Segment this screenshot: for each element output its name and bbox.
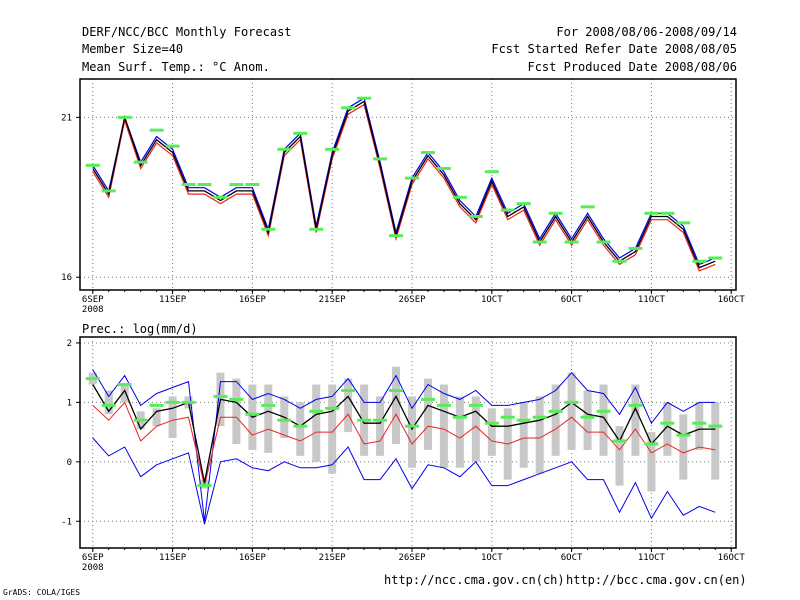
spread-bar	[471, 396, 480, 462]
x-tick-label: 11SEP	[159, 295, 187, 305]
y-tick-label: 0	[67, 458, 72, 468]
spread-bar	[695, 402, 704, 450]
plot-frame	[79, 336, 737, 549]
spread-bar	[599, 384, 608, 456]
spread-bar	[264, 384, 273, 453]
series-line-lower-extreme	[92, 437, 716, 525]
x-tick-label: 1OCT	[481, 295, 503, 305]
grads-credit: GrADS: COLA/IGES	[3, 588, 81, 597]
y-tick-label: 21	[61, 113, 72, 123]
spread-bar	[455, 396, 464, 468]
series-line-ensemble-mean	[92, 384, 716, 483]
spread-bar	[631, 384, 640, 456]
spread-bar	[615, 426, 624, 486]
spread-bar	[439, 384, 448, 468]
x-tick-label: 6OCT	[561, 553, 583, 563]
series-line-upper	[92, 97, 716, 266]
prec-chart-title: Prec.: log(mm/d)	[82, 322, 198, 336]
y-tick-label: -1	[61, 517, 72, 527]
spread-bar	[344, 378, 353, 433]
x-tick-sublabel: 2008	[82, 305, 104, 315]
spread-bar	[328, 384, 337, 474]
y-tick-label: 2	[67, 339, 72, 349]
x-tick-label: 11OCT	[638, 553, 666, 563]
x-tick-label: 16OCT	[718, 295, 746, 305]
spread-bar	[152, 408, 161, 427]
header-start-date: Fcst Started Refer Date 2008/08/05	[491, 42, 737, 56]
spread-bar	[711, 402, 720, 480]
spread-bar	[120, 384, 129, 403]
spread-bar	[679, 414, 688, 480]
url-english[interactable]: http://bcc.cma.gov.cn(en)	[566, 573, 747, 587]
x-tick-label: 1OCT	[481, 553, 503, 563]
x-tick-label: 16OCT	[718, 553, 746, 563]
series-line-ensemble-mean	[92, 100, 716, 269]
spread-bar	[535, 396, 544, 474]
spread-bar	[487, 408, 496, 456]
spread-bar	[663, 402, 672, 456]
spread-bar	[392, 366, 401, 444]
spread-bar	[647, 432, 656, 492]
x-tick-label: 6SEP	[82, 295, 104, 305]
x-tick-label: 11SEP	[159, 553, 187, 563]
spread-bar	[312, 384, 321, 462]
header-variable: Mean Surf. Temp.: °C Anom.	[82, 60, 270, 74]
spread-bar	[583, 390, 592, 450]
spread-bar	[104, 390, 113, 415]
header-member-size: Member Size=40	[82, 42, 184, 56]
series-line-lower	[92, 401, 716, 486]
x-tick-label: 26SEP	[398, 553, 426, 563]
spread-bar	[232, 378, 241, 444]
y-tick-label: 1	[67, 398, 72, 408]
spread-bar	[423, 378, 432, 450]
spread-bar	[168, 396, 177, 439]
spread-bar	[407, 396, 416, 468]
spread-bar	[551, 384, 560, 456]
x-tick-label: 6SEP	[82, 553, 104, 563]
spread-bar	[296, 402, 305, 456]
x-tick-label: 21SEP	[319, 295, 347, 305]
spread-bar	[519, 402, 528, 468]
x-tick-sublabel: 2008	[82, 563, 104, 573]
header-title: DERF/NCC/BCC Monthly Forecast	[82, 25, 292, 39]
x-tick-label: 11OCT	[638, 295, 666, 305]
spread-bar	[376, 396, 385, 456]
x-tick-label: 26SEP	[398, 295, 426, 305]
x-tick-label: 6OCT	[561, 295, 583, 305]
header-produced-date: Fcst Produced Date 2008/08/06	[527, 60, 737, 74]
y-tick-label: 16	[61, 273, 72, 283]
plot-frame	[79, 78, 737, 291]
header-period: For 2008/08/06-2008/09/14	[556, 25, 737, 39]
x-tick-label: 16SEP	[239, 295, 267, 305]
x-tick-label: 16SEP	[239, 553, 267, 563]
url-chinese[interactable]: http://ncc.cma.gov.cn(ch)	[384, 573, 565, 587]
series-line-lower	[92, 103, 716, 272]
x-tick-label: 21SEP	[319, 553, 347, 563]
spread-bar	[567, 372, 576, 450]
